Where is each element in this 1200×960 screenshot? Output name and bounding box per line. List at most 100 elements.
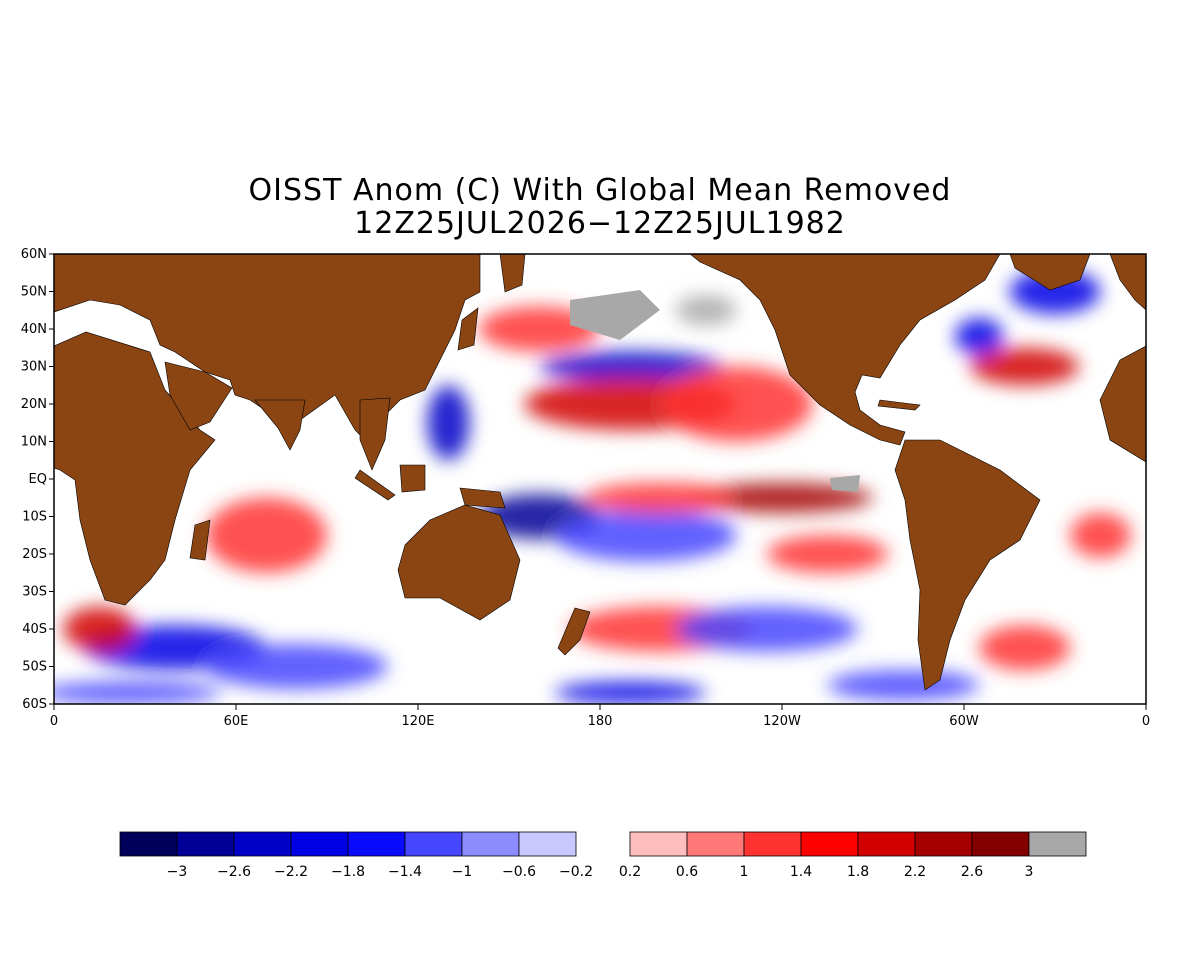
lon-tick-label: 120E <box>401 714 434 729</box>
colorbar-label: −2.2 <box>274 864 308 880</box>
lat-tick-label: 60S <box>22 697 47 712</box>
lat-tick-label: 40S <box>22 622 47 637</box>
anomaly-blob <box>584 482 737 513</box>
colorbar-swatch <box>518 831 577 857</box>
colorbar-label: −1.8 <box>331 864 365 880</box>
anomaly-blob <box>54 681 221 704</box>
colorbar-label: 1.4 <box>790 864 812 880</box>
colorbar-label: 3 <box>1025 864 1034 880</box>
sst-map <box>54 254 1146 704</box>
colorbar-swatch <box>971 831 1030 857</box>
south-america <box>894 439 1041 691</box>
lat-tick-label: 10N <box>21 435 47 450</box>
lat-tick-label: 30N <box>21 360 47 375</box>
lat-tick-label: 10S <box>22 510 47 525</box>
anomaly-blob <box>205 644 388 689</box>
anomaly-field <box>54 269 1131 704</box>
colorbar-label: −2.6 <box>217 864 251 880</box>
latitude-axis: 60N 50N 40N 30N 20N 10N EQ 10S 20S 30S 40S 50S 60S <box>21 247 54 712</box>
new-zealand <box>557 607 591 656</box>
arabia <box>164 361 233 431</box>
colorbar-label: −1 <box>452 864 473 880</box>
kamchatka <box>499 254 526 293</box>
lat-tick-label: 30S <box>22 585 47 600</box>
anomaly-blob <box>675 606 858 652</box>
lat-tick-label: 50N <box>21 285 47 300</box>
anomaly-blob <box>63 606 136 652</box>
anomaly-blob <box>554 681 707 704</box>
anomaly-blob <box>954 317 1004 356</box>
anomaly-blob <box>979 625 1071 671</box>
anomaly-blob <box>205 497 327 573</box>
anomaly-blob <box>427 385 470 461</box>
colorbar-label: −1.4 <box>388 864 422 880</box>
colorbar-label: 1.8 <box>847 864 869 880</box>
colorbar-swatch <box>629 831 688 857</box>
lon-tick-label: 0 <box>1142 714 1150 729</box>
lon-tick-label: 180 <box>588 714 613 729</box>
missing-patch <box>830 475 860 492</box>
anomaly-blob <box>675 295 737 326</box>
colorbar-swatch <box>404 831 463 857</box>
europe-west <box>1109 254 1146 311</box>
colorbar-label: 2.6 <box>961 864 983 880</box>
colorbar-swatch <box>1028 831 1087 857</box>
colorbar-label: −0.2 <box>559 864 593 880</box>
lat-tick-label: 20N <box>21 397 47 412</box>
west-africa-edge <box>1099 345 1146 463</box>
colorbar-swatch <box>857 831 916 857</box>
anomaly-blob <box>691 482 873 513</box>
indochina <box>359 397 391 471</box>
colorbar-label: 1 <box>740 864 749 880</box>
longitude-axis: 0 60E 120E 180 120W 60W 0 <box>50 704 1150 729</box>
lat-tick-label: EQ <box>29 472 47 487</box>
colorbar-label: 0.2 <box>619 864 641 880</box>
anomaly-blob <box>554 509 737 562</box>
map-subtitle: 12Z25JUL2026−12Z25JUL1982 <box>354 206 846 241</box>
anomaly-blob <box>539 351 722 382</box>
colorbar-swatch <box>347 831 406 857</box>
colorbar-label: −3 <box>167 864 188 880</box>
colorbar: −3 −2.6 −2.2 −1.8 −1.4 −1 −0.6 −0.2 0.2 0.6 1 1.4 1.… <box>119 831 1087 880</box>
colorbar-swatch <box>461 831 520 857</box>
map-title: OISST Anom (C) With Global Mean Removed <box>249 173 952 208</box>
lat-tick-label: 20S <box>22 547 47 562</box>
colorbar-swatch <box>290 831 349 857</box>
north-america <box>689 254 1001 446</box>
madagascar <box>189 519 211 561</box>
anomaly-blob <box>766 535 889 573</box>
lon-tick-label: 120W <box>763 714 801 729</box>
colorbar-label: −0.6 <box>502 864 536 880</box>
missing-data <box>570 290 860 492</box>
new-guinea <box>459 487 506 509</box>
colorbar-swatch <box>914 831 973 857</box>
australia <box>397 504 521 621</box>
lat-tick-label: 40N <box>21 322 47 337</box>
colorbar-swatch <box>119 831 178 857</box>
lon-tick-label: 0 <box>50 714 58 729</box>
colorbar-label: 2.2 <box>904 864 926 880</box>
lon-tick-label: 60E <box>224 714 249 729</box>
anomaly-blob <box>660 366 813 442</box>
india <box>254 399 306 451</box>
lat-tick-label: 50S <box>22 660 47 675</box>
borneo <box>399 464 426 493</box>
caribbean-islands <box>877 399 921 411</box>
africa <box>54 331 216 606</box>
anomaly-blob <box>1070 512 1131 558</box>
anomaly-blob <box>970 347 1080 386</box>
greenland <box>1009 254 1091 291</box>
colorbar-swatch <box>743 831 802 857</box>
lat-tick-label: 60N <box>21 247 47 262</box>
japan <box>457 307 479 351</box>
colorbar-swatch <box>686 831 745 857</box>
colorbar-swatch <box>800 831 859 857</box>
missing-patch <box>570 290 660 340</box>
colorbar-swatch <box>233 831 292 857</box>
anomaly-blob <box>478 306 600 352</box>
sumatra <box>354 469 396 501</box>
colorbar-label: 0.6 <box>676 864 698 880</box>
anomaly-blob <box>827 670 980 701</box>
colorbar-swatch <box>176 831 235 857</box>
